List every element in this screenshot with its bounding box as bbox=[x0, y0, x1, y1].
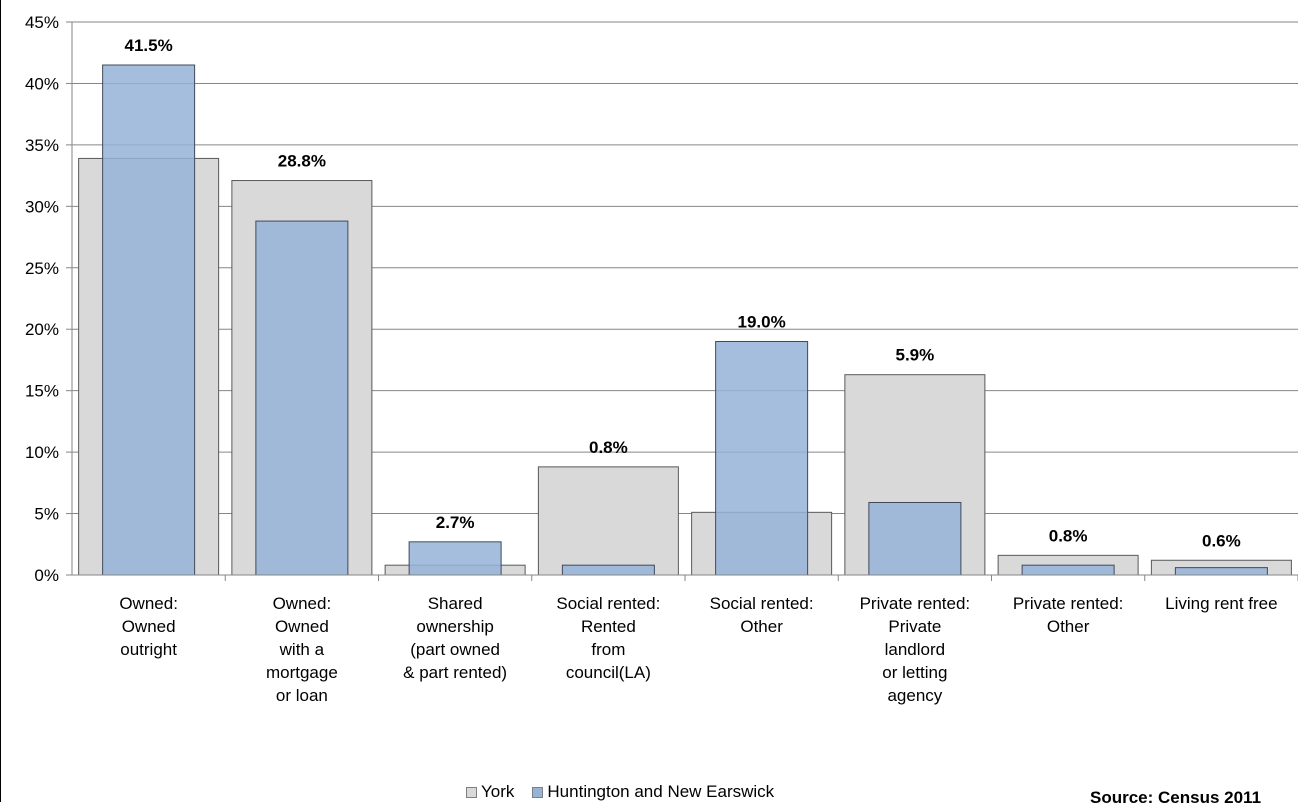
bar-chart: 0% 5% 10% 15% 20% 25% 30% 35% 40% 45% 41.5% 28.8% 2… bbox=[25, 13, 1298, 705]
bar-york bbox=[537, 466, 679, 576]
x-category-label: landlord bbox=[885, 640, 946, 659]
y-tick-label: 5% bbox=[34, 505, 59, 524]
x-category-label: with a bbox=[279, 640, 325, 659]
legend-swatch-york bbox=[466, 786, 477, 798]
data-label: 0.8% bbox=[1049, 526, 1088, 545]
x-category-label: Other bbox=[1047, 617, 1090, 636]
bar-huntington bbox=[561, 564, 655, 576]
y-tick-label: 0% bbox=[34, 566, 59, 585]
x-category-label: Social rented: bbox=[556, 594, 660, 613]
y-tick-label: 45% bbox=[25, 13, 59, 32]
x-category-label: Shared bbox=[428, 594, 483, 613]
x-category-label: Private bbox=[888, 617, 941, 636]
x-axis: Owned: Owned outright Owned: Owned with a mort… bbox=[72, 574, 1298, 705]
data-label: 5.9% bbox=[896, 346, 935, 365]
legend-swatch-huntington bbox=[532, 786, 544, 798]
data-label: 2.7% bbox=[436, 513, 475, 532]
bar-huntington bbox=[1174, 567, 1268, 576]
data-label: 28.8% bbox=[278, 152, 326, 171]
x-category-label: Private rented: bbox=[1013, 594, 1124, 613]
bars bbox=[78, 64, 1292, 576]
y-tick-label: 25% bbox=[25, 259, 59, 278]
x-category-label: from bbox=[591, 640, 625, 659]
y-tick-label: 40% bbox=[25, 74, 59, 93]
x-category-label: outright bbox=[120, 640, 177, 659]
x-category-label: Owned: bbox=[273, 594, 332, 613]
legend-item-york: York bbox=[466, 782, 514, 802]
x-category-label: ownership bbox=[416, 617, 494, 636]
bar-huntington bbox=[408, 541, 502, 576]
x-category-label: or loan bbox=[276, 686, 328, 705]
x-category-label: agency bbox=[887, 686, 942, 705]
data-labels: 41.5% 28.8% 2.7% 0.8% 19.0% 5.9% 0.8% 0.6% bbox=[125, 36, 1241, 550]
x-category-label: Other bbox=[740, 617, 783, 636]
data-label: 41.5% bbox=[125, 36, 173, 55]
x-category-label: Private rented: bbox=[860, 594, 971, 613]
x-category-label: Living rent free bbox=[1165, 594, 1277, 613]
bar-huntington bbox=[1021, 564, 1115, 576]
data-label: 0.6% bbox=[1202, 531, 1241, 550]
data-label: 0.8% bbox=[589, 438, 628, 457]
x-category-label: & part rented) bbox=[403, 663, 507, 682]
bar-huntington bbox=[868, 501, 962, 576]
x-category-label: mortgage bbox=[266, 663, 338, 682]
x-category-label: Social rented: bbox=[710, 594, 814, 613]
y-axis: 0% 5% 10% 15% 20% 25% 30% 35% 40% 45% bbox=[25, 13, 73, 585]
source-note: Source: Census 2011 bbox=[1090, 788, 1262, 807]
y-tick-label: 30% bbox=[25, 197, 59, 216]
y-tick-label: 20% bbox=[25, 320, 59, 339]
y-tick-label: 35% bbox=[25, 136, 59, 155]
bar-huntington bbox=[715, 341, 809, 576]
bar-huntington bbox=[255, 220, 349, 576]
x-category-label: (part owned bbox=[410, 640, 500, 659]
y-tick-label: 15% bbox=[25, 382, 59, 401]
x-category-label: Owned: bbox=[119, 594, 178, 613]
legend-label-huntington: Huntington and New Earswick bbox=[547, 782, 775, 801]
legend-item-huntington: Huntington and New Earswick bbox=[532, 782, 774, 802]
x-category-label: Owned bbox=[275, 617, 329, 636]
y-tick-label: 10% bbox=[25, 443, 59, 462]
data-label: 19.0% bbox=[738, 313, 786, 332]
x-category-label: Owned bbox=[122, 617, 176, 636]
x-category-label: or letting bbox=[882, 663, 947, 682]
legend-label-york: York bbox=[481, 782, 515, 801]
x-category-label: Rented bbox=[581, 617, 636, 636]
legend: York Huntington and New Earswick bbox=[466, 781, 792, 803]
bar-huntington bbox=[102, 64, 196, 576]
x-category-label: council(LA) bbox=[566, 663, 651, 682]
